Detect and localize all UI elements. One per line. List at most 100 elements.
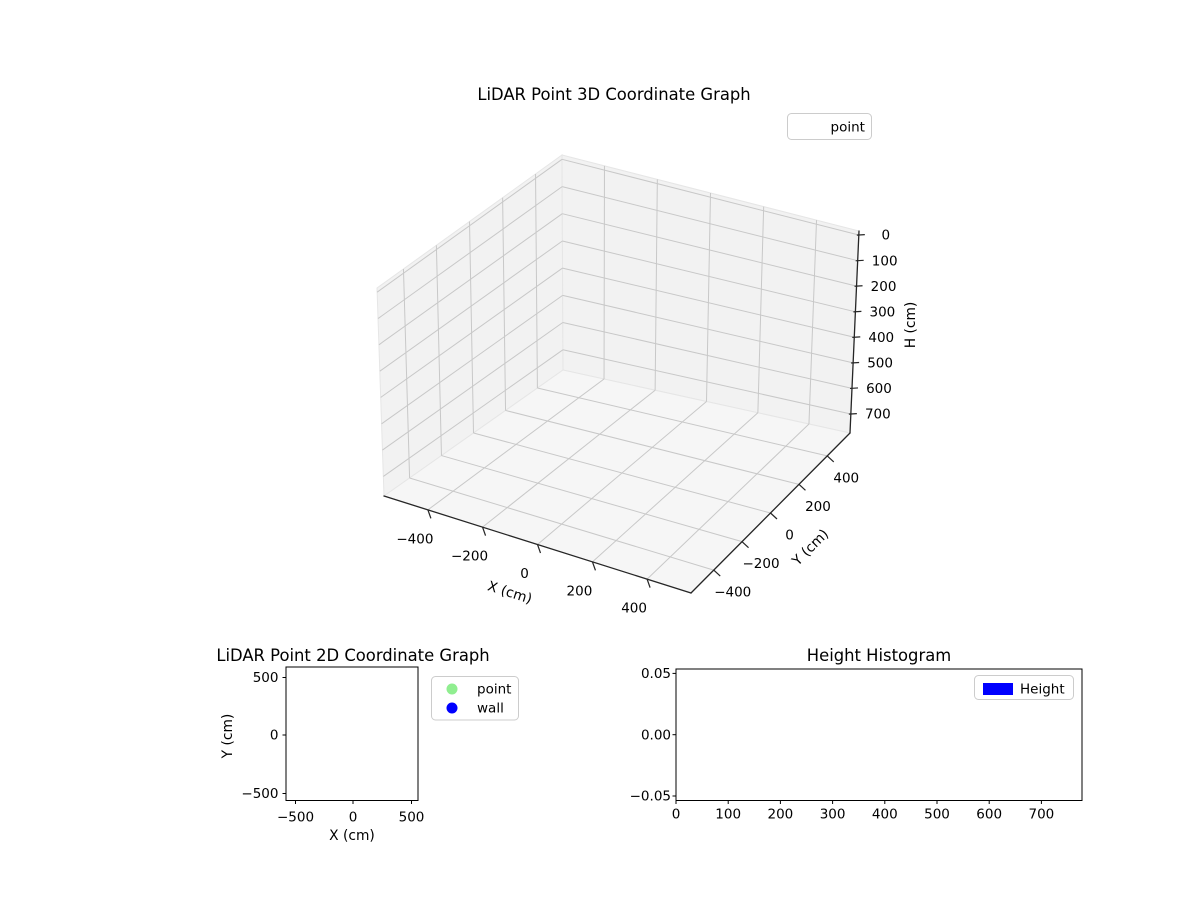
- plot3d-h-tick-label: 300: [870, 305, 896, 321]
- plot3d-x-tick-label: 0: [520, 566, 529, 582]
- plot3d-h-axis-label: H (cm): [903, 302, 919, 349]
- plot3d-grid-line: [757, 206, 765, 413]
- histogram-legend: Height: [974, 675, 1074, 700]
- plot3d-grid-line: [535, 174, 538, 389]
- plot3d-y-tick-label: −400: [714, 585, 751, 601]
- plot3d-h-tick-label: 200: [871, 279, 897, 295]
- plot3d-grid-line: [381, 294, 563, 425]
- plot2d-tick-labels: −500 0 500 500 0 −500: [241, 670, 424, 825]
- plot3d-h-tick-label: 100: [872, 253, 898, 269]
- histogram-x-tick-label: 100: [715, 807, 741, 823]
- plot3d-x-tick: [646, 578, 651, 588]
- plot3d-grid-line: [376, 158, 563, 293]
- plot3d-grid: [376, 158, 859, 580]
- histogram-x-tick-label: 300: [820, 807, 846, 823]
- plot3d-grid-line: [505, 409, 800, 485]
- histogram: Height Histogram 0 100 200 300 400 500 600 7000…: [630, 646, 1083, 823]
- plot3d-h-tick-label: 0: [882, 228, 891, 244]
- histogram-x-tick-label: 400: [872, 807, 898, 823]
- plot3d-h-tick-label: 500: [867, 356, 893, 372]
- plot3d-h-tick: [856, 234, 865, 236]
- plot3d-h-tick-label: 400: [868, 330, 894, 346]
- histogram-y-tick-label: −0.05: [630, 789, 671, 805]
- plot3d-grid-line: [562, 240, 856, 313]
- histogram-x-tick-label: 500: [924, 807, 950, 823]
- plot3d-legend-label: point: [831, 120, 865, 136]
- histogram-x-tick-label: 200: [768, 807, 794, 823]
- plot3d-y-axis-label: Y (cm): [789, 526, 833, 570]
- plot3d-h-tick: [854, 285, 863, 287]
- plot3d-y-tick: [798, 483, 806, 491]
- plot2d-y-axis-label: Y (cm): [220, 714, 236, 760]
- plot3d-y-tick-label: −200: [742, 556, 779, 572]
- plot2d-legend: point wall: [431, 676, 519, 721]
- plot3d-h-tick-label: 700: [865, 407, 891, 423]
- plot3d-h-tick: [855, 259, 864, 262]
- plot3d-grid-line: [469, 221, 474, 434]
- histogram-ticks: [672, 672, 1042, 804]
- plot2d-ticks: [282, 677, 412, 804]
- plot3d-grid-line: [502, 197, 507, 411]
- plot2d: LiDAR Point 2D Coordinate Graph −500 0 500…: [216, 646, 519, 844]
- plot2d-x-axis-label: X (cm): [329, 828, 375, 844]
- plot3d-grid-line: [654, 179, 658, 391]
- plot3d-x-tick: [536, 544, 542, 554]
- plot3d-y-tick: [713, 569, 721, 577]
- plot3d-h-tick: [849, 387, 859, 390]
- plot3d-legend: point: [787, 113, 872, 140]
- plot3d-grid-line: [562, 267, 855, 338]
- plot3d-legend-box: [787, 113, 872, 140]
- plot2d-y-tick-label: 0: [270, 728, 279, 744]
- plot3d-grid-line: [561, 158, 859, 236]
- plot2d-legend-wall-marker: [446, 702, 458, 714]
- plot3d-grid-line: [537, 387, 828, 457]
- histogram-y-tick-label: 0.05: [641, 666, 671, 682]
- plot3d-h-tick: [853, 310, 862, 313]
- plot3d-x-tick-label: −200: [451, 549, 488, 565]
- plot3d-grid-line: [402, 268, 411, 478]
- plot3d-h-tick-label: 600: [866, 381, 892, 397]
- histogram-tick-labels: 0 100 200 300 400 500 600 700 0.05 0.00 −0.05: [630, 666, 1055, 822]
- plot3d-grid-line: [380, 267, 563, 398]
- plot3d-x-tick: [481, 526, 487, 536]
- histogram-x-tick-label: 0: [672, 807, 681, 823]
- plot2d-y-tick-label: 500: [253, 670, 279, 686]
- plot3d-grid-line: [562, 321, 853, 389]
- plot3d-x-tick: [427, 509, 432, 519]
- plot3d-h-tick: [852, 336, 861, 338]
- plot3d-title: LiDAR Point 3D Coordinate Graph: [477, 85, 750, 104]
- plot3d: LiDAR Point 3D Coordinate Graph −400 −400…: [376, 85, 919, 617]
- plot3d-grid-line: [435, 245, 442, 456]
- plot2d-axes-frame: [285, 666, 419, 801]
- histogram-y-tick-label: 0.00: [641, 727, 671, 743]
- plot3d-y-tick: [770, 512, 778, 520]
- histogram-x-tick-label: 600: [976, 807, 1002, 823]
- plot3d-grid-line: [808, 220, 818, 425]
- histogram-legend-height-label: Height: [1020, 682, 1065, 698]
- plot3d-grid-line: [562, 186, 858, 262]
- plot3d-grid-line: [562, 213, 857, 287]
- plot3d-y-tick-label: 0: [785, 528, 794, 544]
- plot3d-grid-line: [562, 294, 854, 364]
- plot3d-y-tick-label: 200: [805, 499, 831, 515]
- plot3d-grid-line: [377, 186, 563, 319]
- plot3d-x-tick: [591, 561, 597, 571]
- histogram-x-tick-label: 700: [1029, 807, 1055, 823]
- plot2d-legend-point-label: point: [477, 682, 511, 698]
- plot3d-grid-line: [378, 213, 563, 346]
- plot3d-h-axis-line: [849, 230, 860, 434]
- plot3d-grid-line: [379, 240, 563, 372]
- plot2d-y-tick-label: −500: [241, 786, 278, 802]
- plot3d-grid-line: [646, 423, 810, 580]
- histogram-legend-height-marker: [983, 683, 1013, 695]
- plot3d-y-tick: [826, 455, 835, 463]
- plot3d-tick-labels: −400−400−200 −200002002004004000100200300…: [396, 228, 897, 617]
- plot2d-legend-wall-label: wall: [477, 701, 504, 717]
- plot3d-grid-line: [382, 322, 564, 451]
- plot3d-ticks: [427, 234, 865, 588]
- plot2d-title: LiDAR Point 2D Coordinate Graph: [216, 646, 489, 665]
- plot3d-grid-line: [383, 349, 564, 477]
- plot3d-grid-line: [562, 349, 851, 415]
